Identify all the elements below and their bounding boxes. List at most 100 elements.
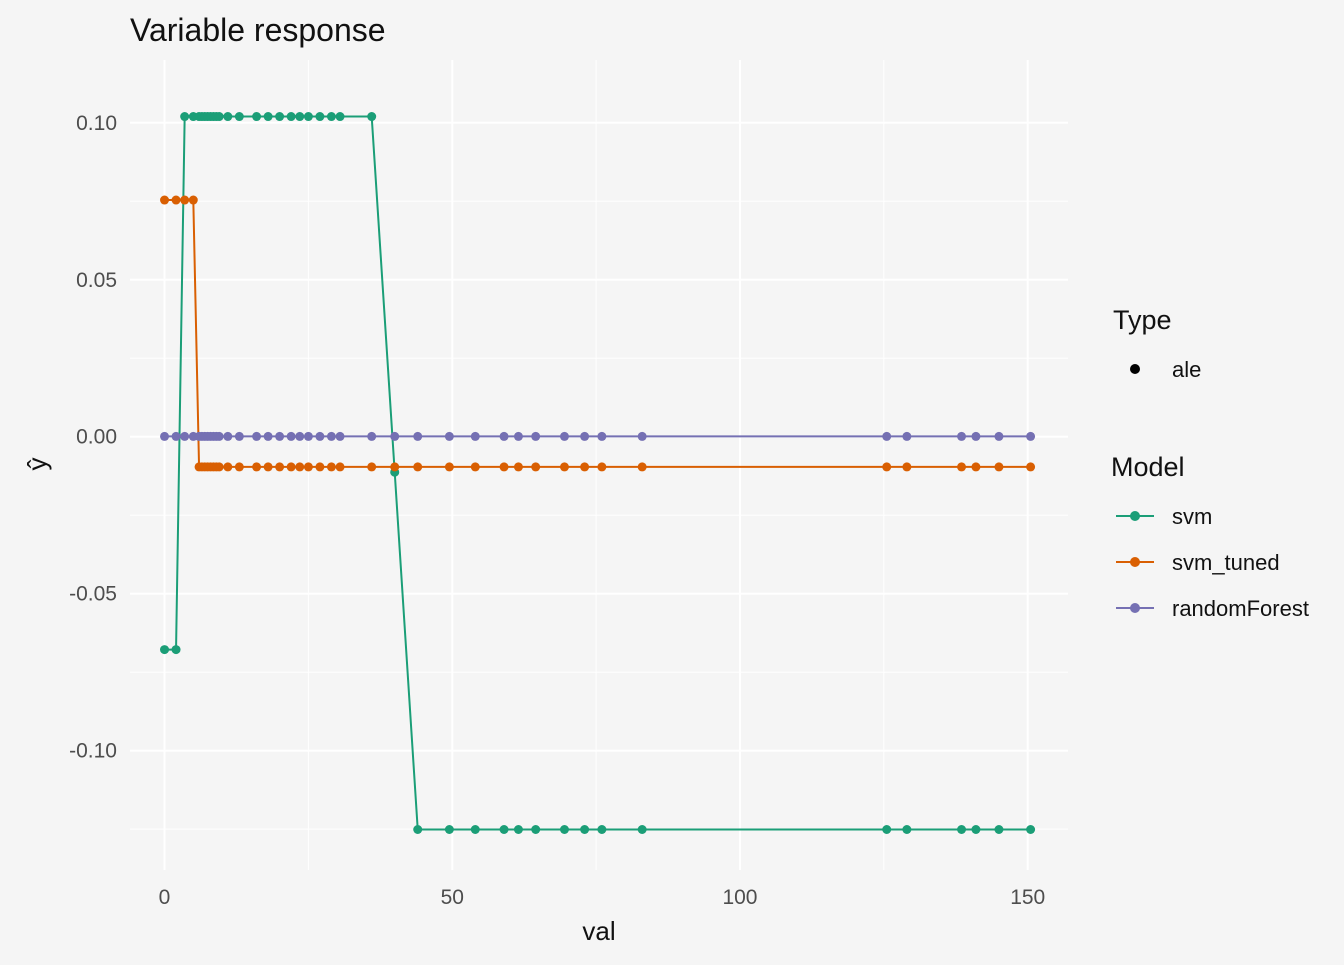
data-point-svm <box>513 825 523 834</box>
data-point-svm_tuned <box>1026 462 1036 472</box>
data-point-svm_tuned <box>882 462 892 472</box>
data-point-randomForest <box>580 431 590 441</box>
data-point-svm_tuned <box>303 462 313 472</box>
data-point-randomForest <box>413 431 423 441</box>
data-point-svm <box>902 825 912 834</box>
data-point-svm_tuned <box>160 195 170 205</box>
grid <box>130 60 1068 870</box>
legend-type-title: Type <box>1113 305 1172 335</box>
legend-model-label: svm <box>1172 504 1212 529</box>
data-point-svm <box>234 112 244 122</box>
data-point-randomForest <box>303 431 313 441</box>
data-point-svm <box>286 112 296 122</box>
data-point-svm <box>295 112 305 122</box>
data-point-svm <box>160 645 170 655</box>
data-point-randomForest <box>263 431 273 441</box>
data-point-randomForest <box>971 431 981 441</box>
data-point-randomForest <box>171 431 181 441</box>
data-point-randomForest <box>957 431 967 441</box>
data-point-randomForest <box>513 431 523 441</box>
data-point-randomForest <box>335 431 345 441</box>
legend-model-key-point <box>1130 557 1140 567</box>
data-point-svm <box>335 112 345 122</box>
data-point-svm <box>180 112 190 122</box>
data-point-svm <box>499 825 509 834</box>
data-point-svm_tuned <box>252 462 262 472</box>
data-point-randomForest <box>902 431 912 441</box>
legend-model-key-point <box>1130 511 1140 521</box>
data-point-svm <box>637 825 647 834</box>
data-point-randomForest <box>223 431 233 441</box>
data-point-randomForest <box>160 431 170 441</box>
legend-type-label: ale <box>1172 357 1201 382</box>
data-point-randomForest <box>559 431 569 441</box>
data-point-svm_tuned <box>188 195 198 205</box>
data-point-randomForest <box>180 431 190 441</box>
legend-model-label: randomForest <box>1172 596 1309 621</box>
data-point-svm_tuned <box>531 462 541 472</box>
data-point-svm_tuned <box>223 462 233 472</box>
data-point-randomForest <box>286 431 296 441</box>
data-point-randomForest <box>994 431 1004 441</box>
data-point-svm_tuned <box>957 462 967 472</box>
data-point-svm_tuned <box>295 462 305 472</box>
data-point-randomForest <box>295 431 305 441</box>
data-point-svm_tuned <box>470 462 480 472</box>
data-point-randomForest <box>882 431 892 441</box>
data-point-svm <box>580 825 590 834</box>
series-layer <box>160 112 1036 834</box>
data-point-svm_tuned <box>637 462 647 472</box>
data-point-svm_tuned <box>263 462 273 472</box>
data-point-svm <box>444 825 454 834</box>
y-tick-label: -0.10 <box>69 740 117 763</box>
x-tick-label: 150 <box>1010 886 1045 909</box>
data-point-svm <box>994 825 1004 834</box>
legend-model-title: Model <box>1111 452 1185 482</box>
data-point-randomForest <box>470 431 480 441</box>
x-tick-label: 50 <box>441 886 464 909</box>
data-point-randomForest <box>531 431 541 441</box>
data-point-svm_tuned <box>234 462 244 472</box>
data-point-randomForest <box>275 431 285 441</box>
data-point-svm_tuned <box>971 462 981 472</box>
data-point-randomForest <box>1026 431 1036 441</box>
data-point-svm_tuned <box>367 462 377 472</box>
data-point-svm <box>882 825 892 834</box>
data-point-svm <box>597 825 607 834</box>
data-point-svm <box>470 825 480 834</box>
data-point-randomForest <box>214 431 224 441</box>
data-point-svm_tuned <box>214 462 224 472</box>
series-line-svm <box>164 115 1031 831</box>
data-point-svm <box>367 112 377 122</box>
data-point-svm <box>957 825 967 834</box>
data-point-svm_tuned <box>326 462 336 472</box>
data-point-svm_tuned <box>994 462 1004 472</box>
data-point-randomForest <box>499 431 509 441</box>
legend-type-key <box>1130 364 1140 374</box>
data-point-svm <box>559 825 569 834</box>
x-tick-label: 100 <box>722 886 757 909</box>
data-point-randomForest <box>326 431 336 441</box>
data-point-svm_tuned <box>513 462 523 472</box>
data-point-svm_tuned <box>597 462 607 472</box>
axes: 0 50 100 150 -0.10 -0.05 0.00 0.05 0.10 <box>69 112 1045 909</box>
data-point-svm <box>326 112 336 122</box>
data-point-svm_tuned <box>180 195 190 205</box>
y-axis-title: ŷ <box>22 458 52 471</box>
data-point-svm_tuned <box>286 462 296 472</box>
data-point-randomForest <box>367 431 377 441</box>
legend-model-key-point <box>1130 603 1140 613</box>
data-point-svm_tuned <box>499 462 509 472</box>
data-point-svm_tuned <box>902 462 912 472</box>
y-tick-label: 0.00 <box>76 426 117 449</box>
data-point-svm <box>315 112 325 122</box>
x-tick-label: 0 <box>159 886 171 909</box>
data-point-svm_tuned <box>413 462 423 472</box>
data-point-randomForest <box>390 431 400 441</box>
data-point-svm_tuned <box>559 462 569 472</box>
series-line-svm_tuned <box>164 199 1031 468</box>
data-point-svm <box>171 645 181 655</box>
